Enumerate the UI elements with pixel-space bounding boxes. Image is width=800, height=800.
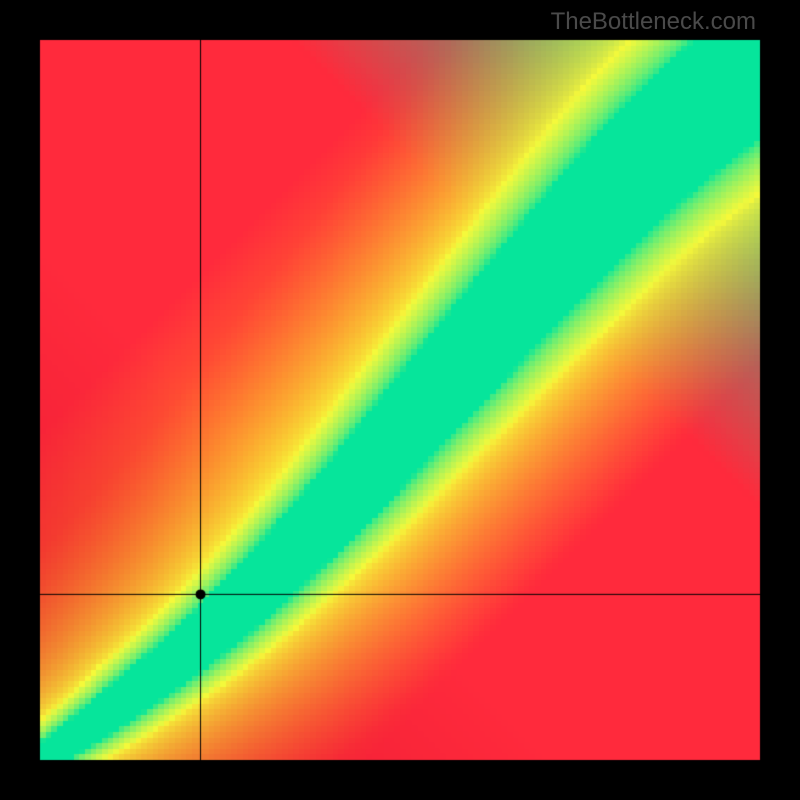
chart-stage: TheBottleneck.com xyxy=(0,0,800,800)
heatmap-canvas xyxy=(0,0,800,800)
watermark-text: TheBottleneck.com xyxy=(551,8,756,36)
